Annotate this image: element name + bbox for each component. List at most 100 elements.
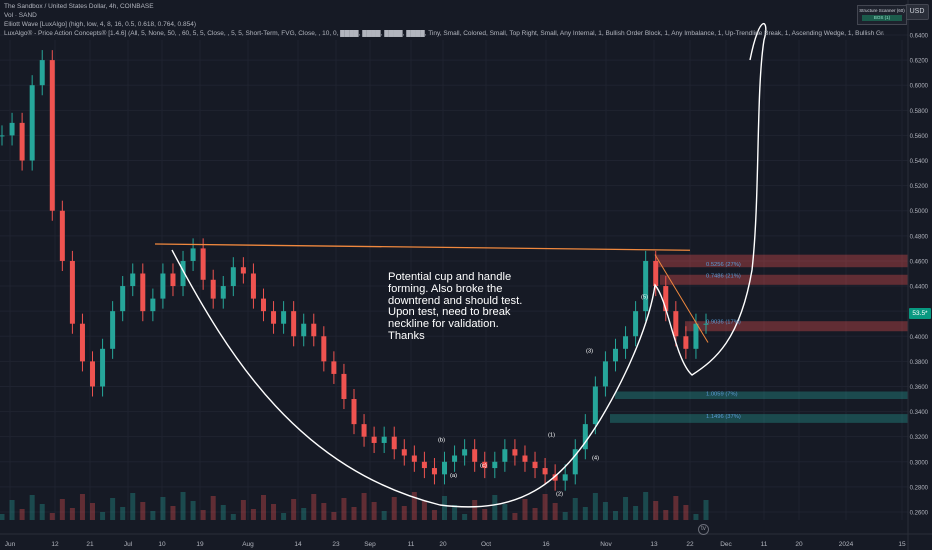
x-axis-tick-label: Oct [481,541,491,548]
candle-body [140,273,146,312]
candle-body [170,273,176,287]
candle-body [512,449,518,456]
candle-body [210,279,216,299]
candle-body [180,260,186,287]
volume-bar [120,507,126,520]
candle-body [462,449,468,456]
candle-body [361,424,367,437]
candle-body [562,474,568,481]
volume-bar [381,511,387,520]
volume-bar [592,493,598,520]
volume-bar [180,492,186,520]
volume-bar [442,496,448,520]
volume-bar [462,514,468,520]
volume-bar [532,508,538,520]
x-axis-tick-label: 19 [196,541,204,548]
x-axis-tick-label: 22 [686,541,694,548]
candle-body [291,311,297,337]
volume-bar [502,504,508,520]
volume-bar [663,510,669,520]
candle-body [401,449,407,456]
y-axis-tick-label: 0.2600 [910,511,929,517]
volume-bar [321,503,327,520]
volume-bar [49,513,55,520]
volume-bar [190,501,196,520]
volume-bar [391,497,397,520]
x-axis-tick-label: 11 [761,541,768,548]
candle-body [281,311,287,324]
x-axis-tick-label: Nov [600,541,612,548]
candle-body [633,311,639,337]
candle-body [190,248,196,261]
candle-body [341,373,347,400]
volume-bar [371,502,377,520]
wave-label: (2) [556,492,563,498]
volume-bar [643,492,649,520]
volume-bar [472,500,478,520]
candle-body [431,468,437,475]
order-block-zone [655,254,908,268]
y-axis-tick-label: 0.3000 [910,460,929,466]
current-price-label: 53.5* [909,308,931,319]
candle-body [492,461,498,469]
currency-button[interactable]: USD [905,4,929,20]
candle-body [49,60,55,211]
volume-bar [9,500,15,520]
candle-body [552,474,558,481]
cup-and-handle-drawing [171,23,767,508]
candle-body [612,348,618,362]
x-axis-tick-label: 20 [795,541,803,548]
chart-annotation-text[interactable]: Potential cup and handle forming. Also b… [388,271,523,342]
volume-bar [452,505,458,520]
candle-body [100,348,106,387]
volume-bar [140,502,146,520]
wave-label: (3) [586,349,593,355]
candle-body [522,455,528,462]
x-axis-tick-label: Jul [124,541,133,548]
volume-bar [512,513,518,520]
candle-body [411,455,417,462]
wave-label: 1.1496 (37%) [706,414,741,420]
y-axis-tick-label: 0.4000 [910,335,929,341]
wave-label: 0.9036 (17%) [706,320,741,326]
candle-body [230,267,236,287]
volume-bar [19,509,25,520]
candle-body [572,449,578,475]
candle-body [623,336,629,349]
x-axis-tick-label: Aug [242,541,254,548]
candle-body [532,461,538,469]
y-axis-tick-label: 0.5600 [910,134,929,140]
volume-indicator-label[interactable]: Vol · SAND [4,12,37,19]
candle-body [331,361,337,374]
volume-bar [281,513,287,520]
price-action-concepts-indicator-label[interactable]: LuxAlgo® - Price Action Concepts® [1.4.6… [4,30,884,37]
volume-bar [130,493,136,520]
candle-body [301,323,307,337]
candle-body [703,323,709,325]
volume-bar [482,509,488,520]
y-axis-tick-label: 0.6200 [910,59,929,65]
y-axis-tick-label: 0.6000 [910,84,929,90]
volume-bar [311,494,317,520]
volume-bar [301,508,307,520]
volume-bar [291,499,297,520]
volume-bar [703,500,709,520]
x-axis-tick-label: 11 [408,541,415,548]
candle-body [69,260,75,324]
volume-bar [230,514,236,520]
candle-body [391,436,397,450]
y-axis-tick-label: 0.3600 [910,385,929,391]
wave-label: (4) [592,455,599,461]
x-axis-tick-label: 12 [51,541,59,548]
y-axis-tick-label: 0.5200 [910,184,929,190]
candle-body [90,361,96,387]
order-block-zone [685,321,908,332]
tradingview-logo-icon[interactable]: tv [698,524,709,535]
candle-body [9,122,15,136]
wave-label: (a) [450,473,457,479]
volume-bar [401,506,407,520]
elliott-wave-indicator-label[interactable]: Elliott Wave [LuxAlgo] (high, low, 4, 8,… [4,21,196,28]
x-axis-tick-label: Jun [5,541,16,548]
volume-bar [582,507,588,520]
